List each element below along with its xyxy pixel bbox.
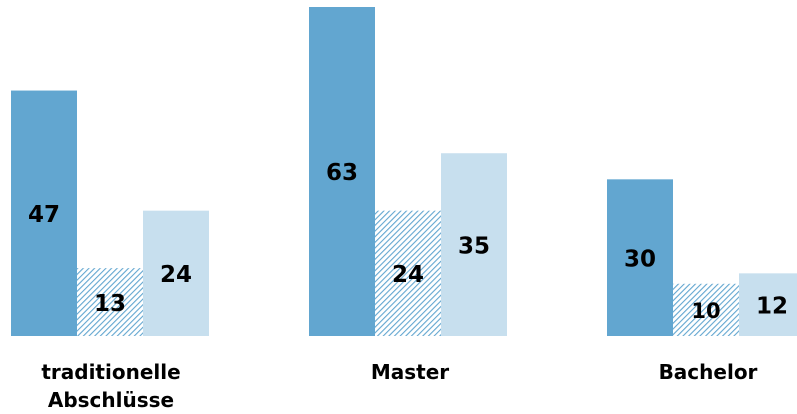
- category-labels-layer: traditionelle Abschlüsse Master Bachelor: [41, 360, 757, 412]
- bars-layer: [11, 7, 797, 336]
- category-label-0-line-0: traditionelle: [41, 360, 180, 384]
- value-label-2-2: 12: [756, 293, 788, 319]
- value-label-2-0: 30: [624, 246, 656, 272]
- value-label-1-1: 24: [392, 262, 424, 288]
- value-label-0-1: 13: [94, 291, 126, 317]
- bar-1-0: [309, 7, 375, 336]
- value-label-1-2: 35: [458, 233, 490, 259]
- bar-0-2: [143, 210, 209, 336]
- bar-1-1: [375, 210, 441, 336]
- value-label-1-0: 63: [326, 160, 358, 186]
- bar-2-0: [607, 179, 673, 336]
- value-labels-layer: 47 13 24 63 24 35 30 10 12: [28, 160, 788, 323]
- bar-1-2: [441, 153, 507, 336]
- category-label-0-line-1: Abschlüsse: [48, 388, 174, 412]
- value-label-0-2: 24: [160, 262, 192, 288]
- bar-2-1: [673, 283, 739, 336]
- category-label-1: Master: [371, 360, 449, 384]
- bar-2-2: [739, 273, 797, 336]
- value-label-2-1: 10: [691, 299, 720, 323]
- bar-0-0: [11, 90, 77, 336]
- category-label-2: Bachelor: [659, 360, 758, 384]
- bar-0-1: [77, 268, 143, 336]
- value-label-0-0: 47: [28, 202, 60, 228]
